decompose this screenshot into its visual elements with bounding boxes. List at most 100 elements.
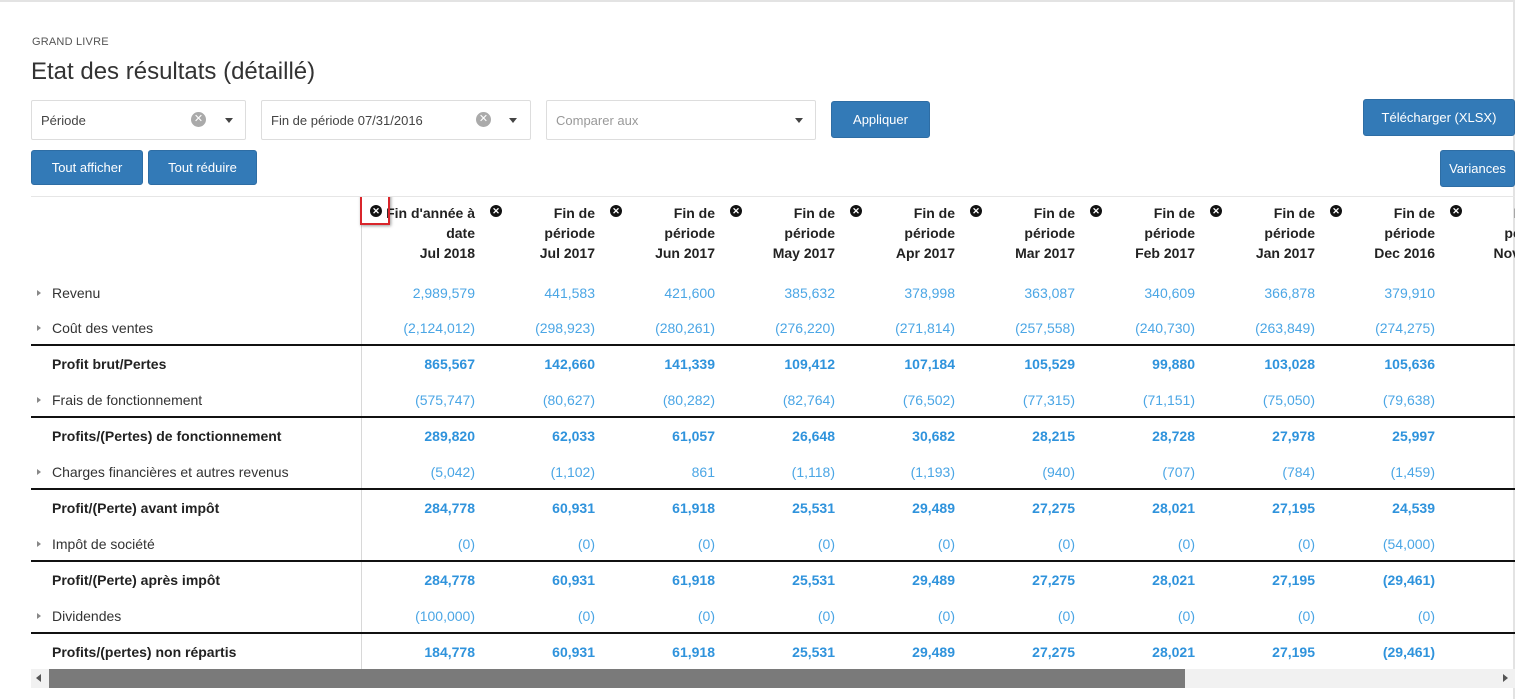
table-cell[interactable]: 25,997 — [1392, 428, 1435, 444]
table-cell[interactable]: (75,050) — [1262, 392, 1315, 408]
scrollbar-thumb[interactable] — [49, 669, 1185, 688]
table-cell[interactable]: (263,849) — [1255, 320, 1315, 336]
table-cell[interactable]: ( — [1435, 454, 1515, 490]
table-cell[interactable]: 60,931 — [552, 644, 595, 660]
expand-all-button[interactable]: Tout afficher — [31, 150, 143, 185]
table-cell[interactable]: (7 — [1435, 382, 1515, 418]
table-cell[interactable]: 105,636 — [1384, 356, 1435, 372]
table-cell[interactable]: 379,910 — [1384, 285, 1435, 301]
table-cell[interactable]: 2 — [1435, 634, 1515, 669]
expand-arrow-icon[interactable] — [37, 397, 41, 403]
clear-icon[interactable]: ✕ — [476, 112, 491, 127]
table-cell[interactable]: 10 — [1435, 346, 1515, 382]
table-cell[interactable]: 60,931 — [552, 572, 595, 588]
table-cell[interactable]: 61,918 — [672, 572, 715, 588]
table-cell[interactable]: 2,989,579 — [412, 285, 475, 301]
table-row[interactable]: Revenu 2,989,579 441,583 421,600 385,632 378,… — [31, 275, 1515, 311]
table-cell[interactable]: (71,151) — [1142, 392, 1195, 408]
expand-arrow-icon[interactable] — [37, 325, 41, 331]
scroll-right-icon[interactable] — [1503, 674, 1508, 682]
table-cell[interactable]: (0) — [937, 536, 955, 552]
chevron-down-icon[interactable] — [509, 118, 517, 123]
table-cell[interactable]: (80,627) — [542, 392, 595, 408]
download-xlsx-button[interactable]: Télécharger (XLSX) — [1363, 99, 1515, 136]
table-cell[interactable]: (100,000) — [415, 608, 475, 624]
row-label[interactable]: Dividendes — [52, 608, 122, 624]
row-label[interactable]: Revenu — [52, 285, 101, 301]
table-cell[interactable]: (29,461) — [1382, 644, 1435, 660]
table-cell[interactable]: (0) — [1177, 536, 1195, 552]
table-cell[interactable]: (0) — [1057, 608, 1075, 624]
table-cell[interactable]: 28,215 — [1032, 428, 1075, 444]
table-cell[interactable]: (0) — [1057, 536, 1075, 552]
table-cell[interactable]: 62,033 — [552, 428, 595, 444]
expand-arrow-icon[interactable] — [37, 469, 41, 475]
table-cell[interactable]: (784) — [1282, 464, 1315, 480]
table-cell[interactable]: (0) — [697, 536, 715, 552]
remove-column-icon[interactable]: ✕ — [730, 205, 742, 217]
remove-column-icon[interactable]: ✕ — [1210, 205, 1222, 217]
table-cell[interactable]: 29,489 — [912, 644, 955, 660]
table-cell[interactable]: (707) — [1162, 464, 1195, 480]
table-cell[interactable]: 103,028 — [1264, 356, 1315, 372]
expand-arrow-icon[interactable] — [37, 290, 41, 296]
scroll-left-icon[interactable] — [36, 674, 41, 682]
table-cell[interactable]: 28,728 — [1152, 428, 1195, 444]
table-cell[interactable]: (240,730) — [1135, 320, 1195, 336]
table-cell[interactable]: 26,648 — [792, 428, 835, 444]
table-cell[interactable]: (1,102) — [550, 464, 595, 480]
clear-icon[interactable]: ✕ — [191, 112, 206, 127]
table-cell[interactable]: 385,632 — [784, 285, 835, 301]
table-cell[interactable]: (79,638) — [1382, 392, 1435, 408]
table-row[interactable]: Impôt de société (0) (0) (0) (0) (0) (0) (0) (0)… — [31, 526, 1515, 562]
table-cell[interactable]: (257,558) — [1015, 320, 1075, 336]
table-cell[interactable]: (1,459) — [1390, 464, 1435, 480]
table-cell[interactable]: 2 — [1435, 562, 1515, 598]
remove-column-icon[interactable]: ✕ — [850, 205, 862, 217]
row-label[interactable]: Frais de fonctionnement — [52, 392, 203, 408]
table-cell[interactable]: (0) — [697, 608, 715, 624]
table-cell[interactable]: (276,220) — [775, 320, 835, 336]
table-cell[interactable]: (575,747) — [415, 392, 475, 408]
table-cell[interactable]: (0) — [1297, 608, 1315, 624]
table-cell[interactable]: 37 — [1435, 275, 1515, 311]
table-cell[interactable]: 865,567 — [424, 356, 475, 372]
table-cell[interactable]: 27,275 — [1032, 500, 1075, 516]
table-cell[interactable]: 29,489 — [912, 500, 955, 516]
remove-column-icon[interactable]: ✕ — [370, 205, 382, 217]
remove-column-icon[interactable]: ✕ — [1330, 205, 1342, 217]
table-cell[interactable]: 27,978 — [1272, 428, 1315, 444]
table-cell[interactable]: 28,021 — [1152, 644, 1195, 660]
table-cell[interactable]: (0) — [1297, 536, 1315, 552]
table-cell[interactable]: 28,021 — [1152, 572, 1195, 588]
table-cell[interactable] — [1435, 598, 1515, 634]
expand-arrow-icon[interactable] — [37, 541, 41, 547]
table-cell[interactable]: (0) — [457, 536, 475, 552]
row-label[interactable]: Charges financières et autres revenus — [52, 464, 289, 480]
table-cell[interactable]: 60,931 — [552, 500, 595, 516]
table-cell[interactable]: 378,998 — [904, 285, 955, 301]
expand-arrow-icon[interactable] — [37, 613, 41, 619]
table-cell[interactable]: 284,778 — [424, 572, 475, 588]
table-cell[interactable]: (5,042) — [430, 464, 475, 480]
table-cell[interactable]: (0) — [577, 608, 595, 624]
table-cell[interactable]: 184,778 — [424, 644, 475, 660]
table-cell[interactable]: 61,918 — [672, 500, 715, 516]
row-label[interactable]: Coût des ventes — [52, 320, 154, 336]
table-cell[interactable]: 28,021 — [1152, 500, 1195, 516]
remove-column-icon[interactable]: ✕ — [610, 205, 622, 217]
table-cell[interactable]: 107,184 — [904, 356, 955, 372]
table-cell[interactable]: (82,764) — [782, 392, 835, 408]
table-cell[interactable]: 27,195 — [1272, 500, 1315, 516]
table-row[interactable]: Coût des ventes (2,124,012) (298,923) (280,… — [31, 310, 1515, 346]
table-cell[interactable]: (76,502) — [902, 392, 955, 408]
table-row[interactable]: Frais de fonctionnement (575,747) (80,627)… — [31, 382, 1515, 418]
variances-button[interactable]: Variances — [1440, 150, 1515, 187]
table-cell[interactable]: 27,275 — [1032, 644, 1075, 660]
table-cell[interactable]: 2 — [1435, 418, 1515, 454]
table-cell[interactable]: 340,609 — [1144, 285, 1195, 301]
table-cell[interactable]: 142,660 — [544, 356, 595, 372]
table-cell[interactable]: (0) — [817, 536, 835, 552]
table-cell[interactable]: (1,193) — [910, 464, 955, 480]
table-cell[interactable]: 363,087 — [1024, 285, 1075, 301]
